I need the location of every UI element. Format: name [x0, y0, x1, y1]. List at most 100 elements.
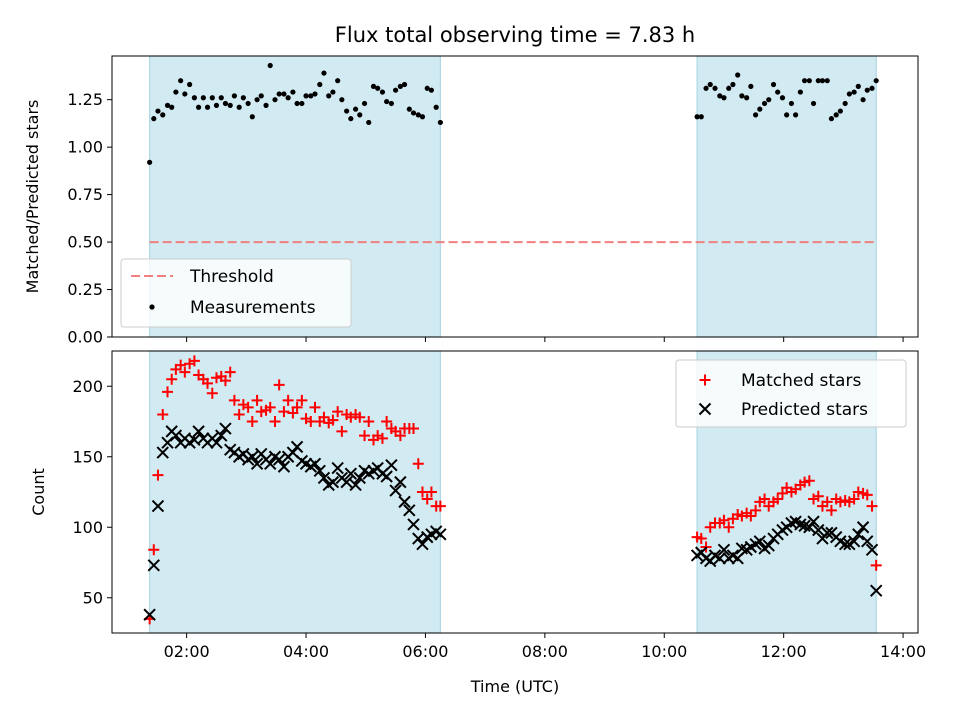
matched-star-point [152, 469, 164, 481]
bottom-legend: Matched stars Predicted stars [675, 359, 907, 428]
predicted-star-point [147, 559, 161, 572]
y-tick-label: 0.00 [67, 328, 103, 347]
measurement-point [779, 95, 786, 101]
matched-star-point [278, 406, 290, 418]
measurement-point [392, 87, 399, 93]
predicted-star-point [344, 467, 358, 480]
matched-star-point [861, 489, 873, 501]
count-points [143, 355, 883, 625]
bottom-x-ticks: 02:00 04:00 06:00 08:00 10:00 12:00 14:00 [164, 633, 926, 661]
matched-star-point [336, 425, 348, 437]
predicted-star-point [264, 457, 277, 471]
measurement-points [147, 62, 879, 165]
predicted-star-point [753, 535, 766, 548]
matched-star-point [179, 366, 191, 378]
matched-star-point [799, 476, 811, 488]
measurement-point [824, 78, 830, 84]
matched-star-point [162, 386, 174, 398]
legend-predicted-swatch [698, 402, 712, 416]
predicted-star-point [865, 543, 879, 557]
matched-star-point [772, 493, 784, 505]
matched-star-point [233, 408, 245, 420]
predicted-star-point [380, 470, 393, 483]
predicted-star-point [215, 429, 228, 442]
predicted-star-point [353, 471, 366, 485]
measurement-point [869, 85, 875, 91]
measurement-point [833, 112, 839, 118]
matched-star-point [296, 394, 308, 406]
measurement-point [707, 81, 713, 88]
matched-star-point [354, 411, 366, 423]
matched-star-point [852, 486, 864, 498]
matched-star-point [745, 510, 757, 522]
measurement-point [860, 97, 866, 103]
top-axes-frame [111, 55, 919, 338]
measurement-point [326, 93, 332, 99]
legend-box [675, 359, 907, 428]
measurement-point [267, 62, 273, 69]
top-legend: Threshold Measurements [120, 258, 352, 328]
predicted-star-point [416, 537, 429, 551]
measurement-point [227, 102, 233, 108]
predicted-star-point [308, 457, 322, 471]
x-tick-label: 14:00 [880, 642, 926, 661]
measurement-point [775, 89, 781, 95]
measurement-point [245, 100, 251, 107]
matched-star-point [255, 406, 267, 418]
matched-star-point [408, 423, 420, 435]
matched-star-point [750, 504, 762, 516]
x-tick-label: 06:00 [402, 642, 448, 661]
x-tick-label: 12:00 [761, 642, 807, 661]
measurement-point [801, 78, 808, 84]
top-panel: 0.00 0.25 0.50 0.75 1.00 1.25 Matched/Predict… [23, 55, 919, 347]
measurement-point [784, 112, 790, 118]
matched-star-point [188, 355, 200, 367]
measurement-point [810, 100, 817, 107]
measurement-point [258, 93, 264, 99]
measurement-point [748, 83, 754, 89]
measurement-point [797, 89, 803, 95]
predicted-star-point [143, 608, 156, 621]
matched-star-point [166, 373, 178, 385]
measurement-point [187, 81, 193, 88]
matched-star-point [359, 430, 371, 442]
predicted-star-point [394, 475, 407, 489]
measurement-point [276, 91, 282, 97]
measurement-point [303, 93, 309, 99]
matched-star-point [273, 379, 285, 391]
x-tick-label: 04:00 [283, 642, 329, 661]
predicted-star-point [156, 446, 169, 459]
measurement-point [855, 83, 861, 89]
predicted-star-point [869, 584, 883, 597]
measurement-point [410, 110, 417, 116]
matched-star-point [287, 407, 299, 419]
predicted-star-point [192, 425, 205, 438]
matched-star-point [224, 366, 236, 378]
matched-star-point [803, 475, 815, 487]
measurement-point [406, 106, 412, 112]
y-tick-label: 50 [83, 588, 103, 607]
matched-star-point [421, 493, 433, 505]
predicted-star-point [861, 535, 874, 548]
matched-star-point [157, 408, 169, 420]
matched-star-point [246, 416, 258, 427]
measurement-point [433, 104, 439, 110]
measurement-point [308, 93, 314, 99]
measurement-point [160, 112, 166, 118]
matched-star-point [242, 401, 254, 413]
matched-star-point [219, 375, 231, 387]
measurement-point [200, 95, 206, 101]
y-tick-label: 0.25 [67, 280, 103, 299]
measurement-point [424, 85, 430, 91]
measurement-point [739, 93, 745, 99]
chart-title: Flux total observing time = 7.83 h [335, 23, 695, 47]
predicted-star-point [317, 471, 331, 485]
predicted-star-point [340, 475, 353, 489]
measurement-point [698, 114, 704, 120]
bottom-y-ticks: 50 100 150 200 [72, 377, 112, 607]
top-x-ticks [186, 337, 904, 342]
predicted-star-point [403, 504, 416, 517]
matched-star-point [776, 487, 788, 499]
measurement-point [384, 98, 390, 105]
